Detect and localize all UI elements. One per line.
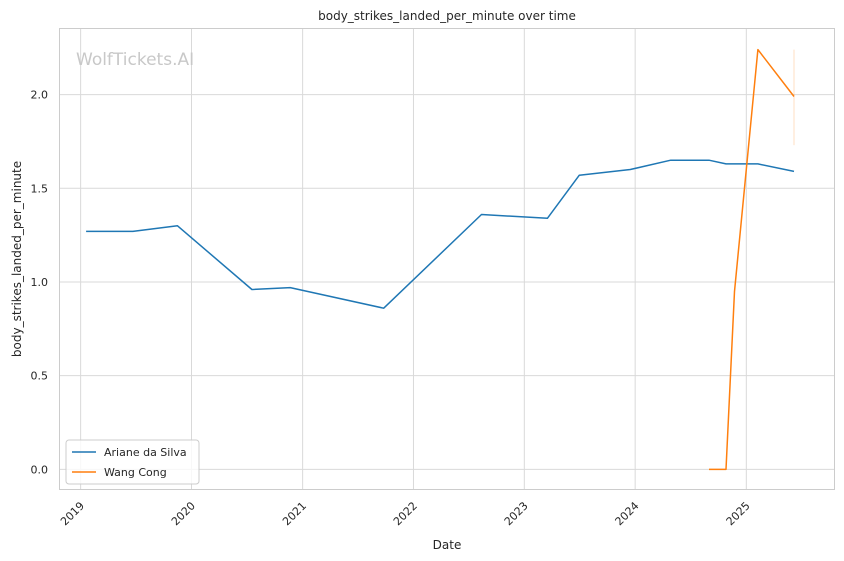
x-tick-label: 2019 [58,499,87,528]
series-line [86,159,795,309]
y-tick-label: 0.5 [31,370,49,383]
y-tick-label: 1.5 [31,182,49,195]
watermark: WolfTickets.AI [76,50,194,70]
x-tick-label: 2021 [280,499,309,528]
y-axis-title: body_strikes_landed_per_minute [10,161,24,357]
x-tick-label: 2025 [724,499,753,528]
legend-box [65,439,200,485]
x-tick-label: 2023 [502,499,531,528]
series-lines [86,48,795,471]
x-tick-labels: 2019 2020 2021 2022 2023 2024 2025 [58,499,753,528]
plot-frame [59,28,835,490]
x-tick-label: 2020 [169,499,198,528]
x-tick-label: 2024 [613,499,642,528]
series-line [709,48,795,471]
x-tick-label: 2022 [391,499,420,528]
chart-title: body_strikes_landed_per_minute over time [318,9,576,23]
grid [60,29,835,490]
legend-label-ariane-da-silva: Ariane da Silva [104,446,187,459]
x-axis-title: Date [433,538,462,552]
y-tick-labels: 0.0 0.5 1.0 1.5 2.0 [31,89,49,477]
y-tick-label: 0.0 [31,463,49,476]
y-tick-label: 1.0 [31,276,49,289]
y-tick-label: 2.0 [31,89,49,102]
legend-label-wang-cong: Wang Cong [104,466,167,479]
legend: Ariane da Silva Wang Cong [65,439,200,485]
